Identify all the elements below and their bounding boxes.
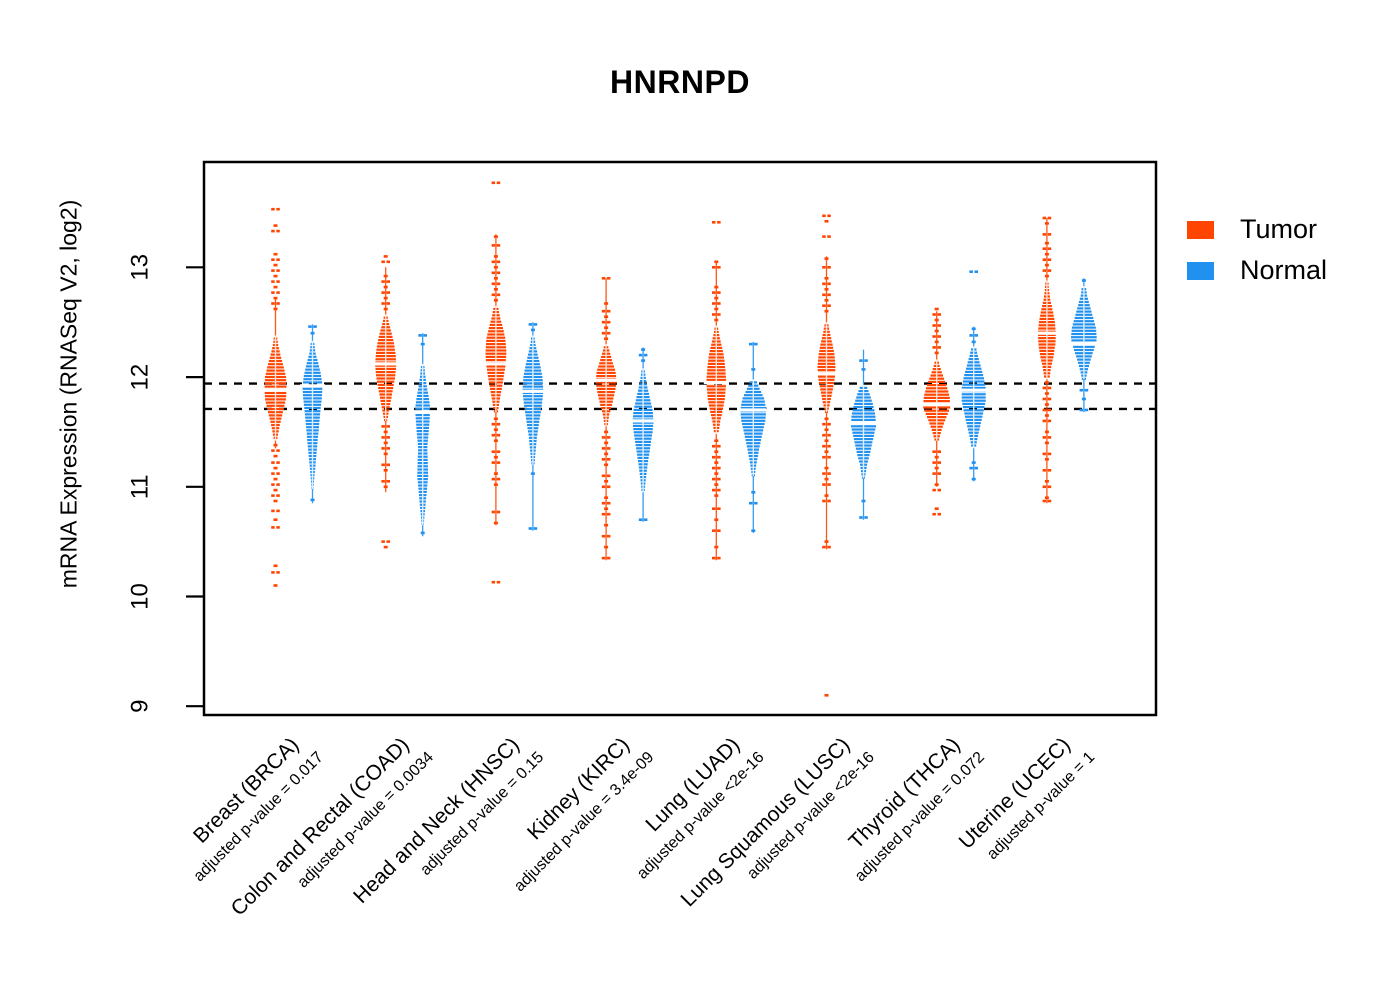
tumor-swatch: [1187, 220, 1214, 239]
tumor-label: Tumor: [1240, 214, 1318, 244]
svg-text:13: 13: [127, 254, 154, 281]
svg-text:11: 11: [127, 474, 154, 499]
legend: Tumor Normal: [1187, 214, 1328, 299]
normal-label: Normal: [1240, 255, 1328, 285]
normal-swatch: [1187, 261, 1214, 280]
legend-item-normal: Normal: [1187, 255, 1328, 285]
chart-title: HNRNPD: [610, 64, 750, 100]
svg-text:9: 9: [127, 700, 154, 713]
svg-text:10: 10: [127, 583, 154, 610]
svg-text:12: 12: [127, 364, 154, 391]
legend-item-tumor: Tumor: [1187, 214, 1327, 244]
